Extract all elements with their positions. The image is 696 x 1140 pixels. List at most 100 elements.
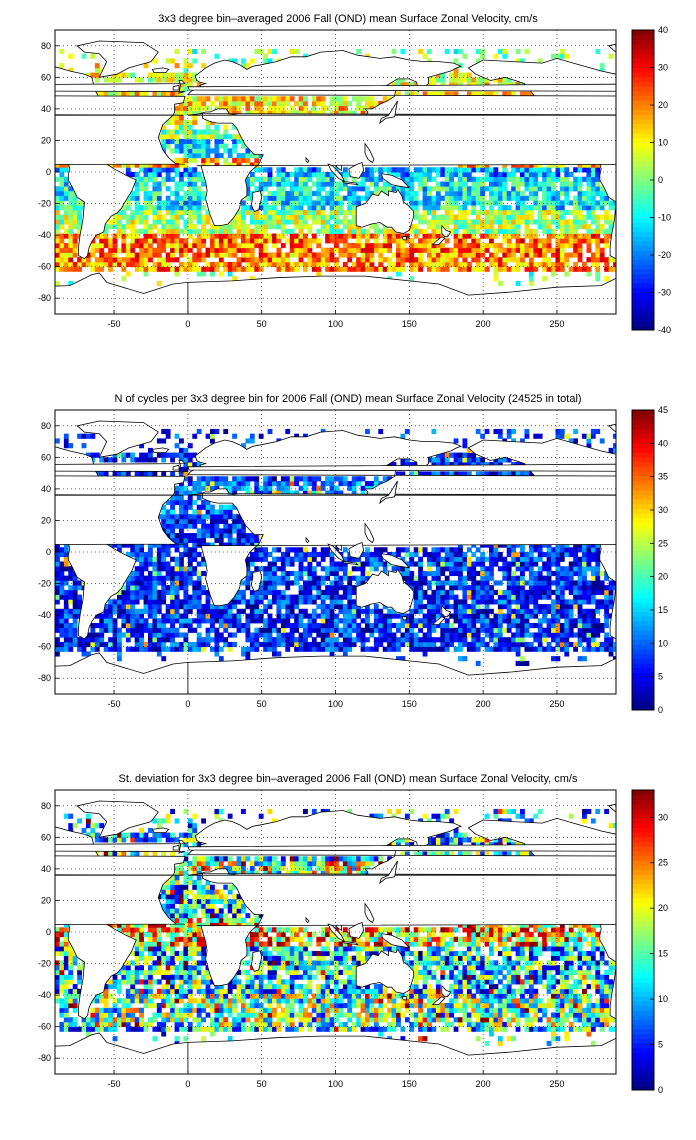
heatmap-cell bbox=[134, 219, 140, 225]
heatmap-cell bbox=[528, 186, 534, 192]
heatmap-cell bbox=[595, 224, 601, 230]
heatmap-cell bbox=[201, 138, 206, 144]
heatmap-cell bbox=[440, 205, 446, 211]
heatmap-cell bbox=[196, 271, 202, 277]
heatmap-cell bbox=[117, 547, 122, 553]
y-tick-label: -60 bbox=[38, 262, 51, 272]
heatmap-cell bbox=[564, 238, 570, 244]
heatmap-cell bbox=[170, 77, 175, 83]
heatmap-cell bbox=[524, 266, 530, 272]
heatmap-cell bbox=[263, 589, 268, 595]
heatmap-cell bbox=[156, 280, 162, 286]
heatmap-cell bbox=[218, 637, 224, 643]
heatmap-cell bbox=[289, 608, 295, 614]
heatmap-cell bbox=[165, 585, 171, 591]
heatmap-cell bbox=[139, 228, 144, 234]
heatmap-cell bbox=[311, 599, 317, 605]
heatmap-cell bbox=[604, 195, 610, 201]
heatmap-cell bbox=[458, 82, 463, 88]
heatmap-cell bbox=[214, 138, 220, 144]
heatmap-cell bbox=[453, 547, 459, 553]
heatmap-cell bbox=[192, 514, 198, 520]
land-polygon bbox=[66, 152, 137, 260]
heatmap-cell bbox=[245, 533, 251, 539]
heatmap-cell bbox=[196, 641, 202, 648]
heatmap-cell bbox=[294, 200, 299, 206]
heatmap-cell bbox=[55, 599, 60, 605]
heatmap-cell bbox=[223, 252, 229, 258]
heatmap-cell bbox=[471, 646, 477, 652]
heatmap-cell bbox=[285, 214, 291, 220]
heatmap-cell bbox=[170, 608, 175, 614]
colorbar-segment bbox=[632, 95, 654, 101]
heatmap-cell bbox=[320, 580, 326, 586]
heatmap-cell bbox=[148, 556, 153, 562]
heatmap-cell bbox=[462, 566, 468, 572]
heatmap-cell bbox=[294, 266, 299, 272]
heatmap-cell bbox=[515, 214, 521, 220]
heatmap-cell bbox=[201, 528, 206, 534]
heatmap-cell bbox=[497, 594, 503, 600]
heatmap-cell bbox=[218, 96, 224, 102]
heatmap-cell bbox=[227, 632, 233, 638]
heatmap-cell bbox=[502, 167, 508, 173]
heatmap-cell bbox=[280, 110, 286, 116]
heatmap-cell bbox=[201, 157, 206, 163]
heatmap-cell bbox=[599, 63, 605, 69]
heatmap-cell bbox=[586, 233, 592, 239]
heatmap-cell bbox=[196, 632, 202, 638]
heatmap-cell bbox=[63, 162, 69, 168]
heatmap-cell bbox=[475, 570, 481, 577]
heatmap-cell bbox=[267, 618, 273, 624]
heatmap-cell bbox=[267, 257, 273, 263]
heatmap-cell bbox=[542, 637, 548, 643]
heatmap-cell bbox=[422, 547, 428, 553]
heatmap-cell bbox=[108, 627, 113, 633]
heatmap-cell bbox=[125, 257, 131, 263]
heatmap-cell bbox=[192, 570, 198, 577]
heatmap-cell bbox=[590, 205, 596, 211]
heatmap-cell bbox=[125, 585, 131, 591]
heatmap-cell bbox=[236, 533, 242, 539]
heatmap-cell bbox=[254, 589, 260, 595]
heatmap-cell bbox=[422, 570, 428, 577]
colorbar-segment bbox=[632, 203, 654, 209]
heatmap-cell bbox=[170, 599, 175, 605]
heatmap-cell bbox=[573, 261, 579, 268]
heatmap-cell bbox=[356, 266, 361, 272]
heatmap-cell bbox=[378, 261, 384, 268]
heatmap-cell bbox=[515, 243, 521, 249]
heatmap-cell bbox=[338, 228, 344, 234]
heatmap-cell bbox=[236, 537, 242, 543]
heatmap-cell bbox=[577, 575, 583, 581]
heatmap-cell bbox=[515, 613, 521, 619]
heatmap-cell bbox=[559, 243, 565, 249]
heatmap-cell bbox=[294, 195, 299, 201]
heatmap-cell bbox=[396, 172, 401, 178]
colorbar-segment bbox=[632, 105, 654, 111]
heatmap-cell bbox=[506, 91, 512, 97]
heatmap-cell bbox=[192, 148, 198, 154]
heatmap-cell bbox=[555, 219, 561, 225]
heatmap-cell bbox=[365, 228, 370, 234]
heatmap-cell bbox=[156, 252, 162, 258]
heatmap-cell bbox=[356, 608, 361, 614]
heatmap-cell bbox=[471, 599, 477, 605]
heatmap-cell bbox=[515, 604, 521, 610]
heatmap-cell bbox=[573, 200, 579, 206]
heatmap-cell bbox=[400, 618, 406, 624]
heatmap-cell bbox=[156, 575, 162, 581]
heatmap-cell bbox=[373, 181, 379, 187]
heatmap-cell bbox=[511, 219, 517, 225]
heatmap-cell bbox=[537, 608, 543, 614]
heatmap-cell bbox=[263, 96, 268, 102]
heatmap-cell bbox=[148, 561, 153, 567]
heatmap-cell bbox=[103, 77, 109, 83]
heatmap-cell bbox=[134, 580, 140, 586]
heatmap-cell bbox=[196, 589, 202, 595]
x-tick-label: -50 bbox=[108, 319, 121, 329]
heatmap-cell bbox=[435, 575, 441, 581]
heatmap-cell bbox=[431, 266, 437, 272]
heatmap-cell bbox=[431, 589, 437, 595]
heatmap-cell bbox=[342, 651, 348, 657]
